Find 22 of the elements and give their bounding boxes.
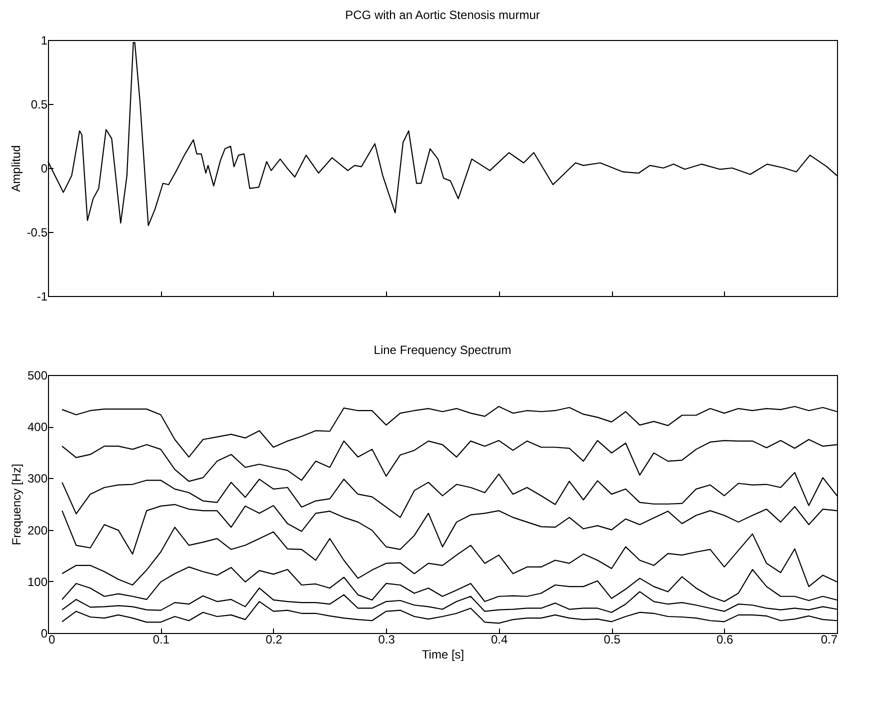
y-axis-title: Amplitud: [8, 145, 23, 192]
y-tick-label: 400: [27, 420, 48, 434]
x-tick-label: 0.2: [266, 632, 283, 646]
chart-title: PCG with an Aortic Stenosis murmur: [345, 8, 540, 22]
x-tick-label: 0.1: [152, 632, 170, 646]
x-tick-label: 0.5: [604, 632, 621, 646]
x-axis-title: Time [s]: [422, 648, 464, 662]
y-tick-label: 200: [27, 523, 48, 538]
y-tick-label: 500: [27, 368, 48, 382]
y-tick-label: 300: [27, 472, 48, 486]
x-tick-label: 0.3: [378, 632, 396, 646]
y-tick-label: 100: [27, 574, 48, 589]
y-tick-label: -1: [36, 290, 48, 304]
chart-title: Line Frequency Spectrum: [374, 343, 512, 357]
y-tick-label: -0.5: [26, 226, 48, 240]
y-axis-title: Frequency [Hz]: [9, 464, 24, 546]
x-tick-label: 0.6: [716, 632, 734, 646]
y-tick-label: 0: [40, 162, 48, 176]
y-tick-label: 0.5: [30, 98, 48, 112]
y-tick-label: 1: [40, 34, 48, 48]
x-tick-label: 0.7: [820, 632, 838, 646]
x-tick-label: 0.4: [491, 632, 508, 646]
